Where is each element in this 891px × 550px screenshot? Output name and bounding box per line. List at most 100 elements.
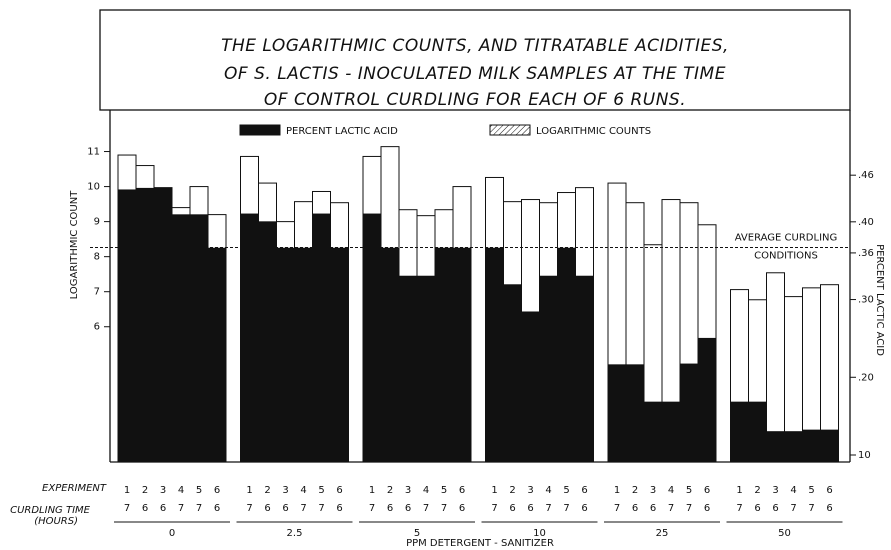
curdling-time: 6 bbox=[754, 503, 760, 514]
curdling-time: 6 bbox=[632, 503, 638, 514]
curdling-time: 6 bbox=[387, 503, 393, 514]
curdling-label: CURDLING TIME bbox=[10, 505, 91, 516]
acid-bar bbox=[258, 221, 277, 463]
experiment-number: 4 bbox=[668, 485, 674, 496]
acid-bar bbox=[416, 275, 436, 463]
curdling-time: 6 bbox=[772, 503, 778, 514]
experiment-number: 6 bbox=[459, 485, 465, 496]
legend-swatch bbox=[239, 124, 281, 136]
reference-label: AVERAGE CURDLING bbox=[735, 232, 838, 243]
experiment-number: 2 bbox=[264, 485, 270, 496]
curdling-time: 6 bbox=[142, 503, 148, 514]
curdling-time: 6 bbox=[214, 503, 220, 514]
experiment-number: 3 bbox=[527, 485, 533, 496]
acid-bar bbox=[575, 275, 594, 463]
curdling-time: 6 bbox=[264, 503, 270, 514]
curdling-time: 7 bbox=[545, 503, 551, 514]
curdling-time: 7 bbox=[124, 503, 130, 514]
acid-bar bbox=[503, 284, 522, 463]
experiment-number: 4 bbox=[178, 485, 184, 496]
group-label: 10 bbox=[533, 528, 546, 539]
curdling-time: 7 bbox=[300, 503, 306, 514]
experiment-number: 2 bbox=[142, 485, 148, 496]
y2-tick-label: .36 bbox=[858, 248, 874, 259]
acid-bar bbox=[643, 401, 663, 463]
acid-bar bbox=[485, 247, 504, 463]
experiment-number: 5 bbox=[808, 485, 814, 496]
experiment-number: 3 bbox=[160, 485, 166, 496]
experiment-number: 6 bbox=[581, 485, 587, 496]
legend-label: LOGARITHMIC COUNTS bbox=[536, 126, 651, 137]
y2-tick-label: .30 bbox=[858, 295, 874, 306]
curdling-time: 7 bbox=[178, 503, 184, 514]
acid-bar bbox=[661, 401, 681, 463]
y-tick-label: 6 bbox=[94, 322, 100, 333]
experiment-number: 5 bbox=[563, 485, 569, 496]
y2-axis-label: PERCENT LACTIC ACID bbox=[874, 244, 885, 356]
curdling-time: 7 bbox=[736, 503, 742, 514]
y2-tick-label: 10 bbox=[858, 450, 871, 461]
experiment-number: 6 bbox=[704, 485, 710, 496]
curdling-label: (HOURS) bbox=[34, 516, 78, 527]
acid-bar bbox=[362, 213, 382, 463]
acid-bar bbox=[153, 187, 173, 463]
experiment-number: 6 bbox=[336, 485, 342, 496]
experiment-number: 1 bbox=[614, 485, 620, 496]
acid-bar bbox=[294, 247, 313, 463]
acid-bar bbox=[697, 337, 717, 463]
experiment-number: 4 bbox=[423, 485, 429, 496]
y-tick-label: 9 bbox=[94, 217, 100, 228]
curdling-time: 6 bbox=[527, 503, 533, 514]
acid-bar bbox=[330, 247, 349, 463]
acid-bar bbox=[240, 213, 259, 463]
y-tick-label: 8 bbox=[94, 252, 100, 263]
experiment-number: 3 bbox=[405, 485, 411, 496]
acid-bar bbox=[607, 364, 627, 463]
acid-bar bbox=[207, 247, 227, 463]
curdling-time: 6 bbox=[336, 503, 342, 514]
acid-bar bbox=[679, 363, 699, 463]
y2-tick-label: .40 bbox=[858, 217, 874, 228]
experiment-number: 2 bbox=[754, 485, 760, 496]
curdling-time: 6 bbox=[509, 503, 515, 514]
y-tick-label: 7 bbox=[94, 287, 100, 298]
curdling-time: 6 bbox=[459, 503, 465, 514]
experiment-number: 4 bbox=[545, 485, 551, 496]
y-tick-label: 11 bbox=[87, 147, 100, 158]
curdling-time: 7 bbox=[441, 503, 447, 514]
curdling-time: 7 bbox=[563, 503, 569, 514]
acid-bar bbox=[820, 429, 839, 463]
x-axis-label: PPM DETERGENT - SANITIZER bbox=[406, 538, 554, 549]
curdling-time: 7 bbox=[246, 503, 252, 514]
experiment-number: 5 bbox=[686, 485, 692, 496]
experiment-number: 3 bbox=[282, 485, 288, 496]
curdling-time: 7 bbox=[423, 503, 429, 514]
acid-bar bbox=[380, 247, 400, 463]
experiment-number: 1 bbox=[124, 485, 130, 496]
acid-bar bbox=[434, 247, 454, 463]
group-label: 25 bbox=[656, 528, 669, 539]
curdling-time: 6 bbox=[704, 503, 710, 514]
y-tick-label: 10 bbox=[87, 182, 100, 193]
acid-bar bbox=[784, 431, 803, 463]
acid-bar bbox=[748, 401, 767, 463]
curdling-time: 6 bbox=[405, 503, 411, 514]
title-box bbox=[99, 9, 851, 111]
experiment-number: 3 bbox=[772, 485, 778, 496]
group-label: 0 bbox=[169, 528, 175, 539]
title-line: OF CONTROL CURDLING FOR EACH OF 6 RUNS. bbox=[264, 90, 686, 110]
experiment-number: 1 bbox=[369, 485, 375, 496]
curdling-time: 7 bbox=[491, 503, 497, 514]
curdling-time: 7 bbox=[808, 503, 814, 514]
curdling-time: 7 bbox=[614, 503, 620, 514]
title-line: THE LOGARITHMIC COUNTS, AND TITRATABLE A… bbox=[221, 36, 729, 56]
curdling-time: 6 bbox=[581, 503, 587, 514]
acid-bar bbox=[276, 247, 295, 463]
acid-bar bbox=[539, 275, 558, 463]
acid-bar bbox=[802, 429, 821, 463]
curdling-time: 7 bbox=[318, 503, 324, 514]
acid-bar bbox=[189, 214, 209, 463]
experiment-number: 5 bbox=[196, 485, 202, 496]
experiment-number: 1 bbox=[246, 485, 252, 496]
acid-bar bbox=[135, 187, 155, 463]
